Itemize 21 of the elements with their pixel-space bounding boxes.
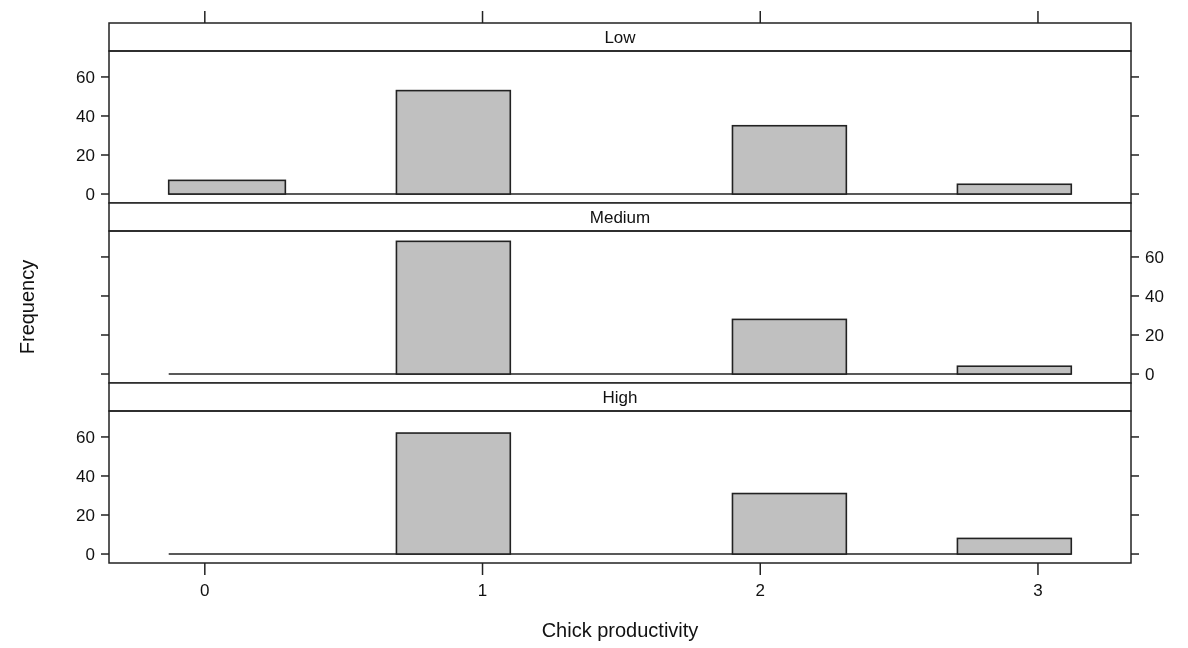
y-axis-title: Frequency [16, 259, 38, 355]
x-tick-label: 0 [200, 581, 210, 600]
y-tick-label: 40 [1145, 286, 1164, 306]
y-tick-label: 20 [1145, 326, 1164, 345]
y-tick-label: 60 [76, 67, 95, 87]
y-tick-label: 40 [76, 466, 95, 486]
y-tick-label: 0 [1145, 365, 1155, 385]
y-tick-label: 20 [76, 146, 95, 165]
chart-title: High [602, 388, 638, 407]
y-tick-label: 60 [76, 427, 95, 447]
y-tick-label: 40 [76, 106, 95, 126]
x-tick-label: 3 [1033, 581, 1043, 600]
y-tick-label: 60 [1145, 247, 1164, 267]
chart-title: Low [604, 28, 637, 47]
x-tick-label: 2 [755, 581, 765, 600]
x-axis-title: Chick productivity [541, 619, 699, 641]
x-tick-label: 1 [477, 581, 488, 600]
chart-title: Medium [589, 208, 651, 227]
y-tick-label: 0 [85, 545, 95, 565]
y-tick-label: 0 [85, 185, 95, 205]
y-tick-label: 20 [76, 506, 95, 525]
